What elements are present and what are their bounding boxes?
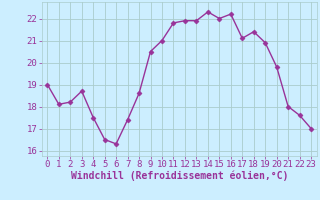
X-axis label: Windchill (Refroidissement éolien,°C): Windchill (Refroidissement éolien,°C) (70, 171, 288, 181)
